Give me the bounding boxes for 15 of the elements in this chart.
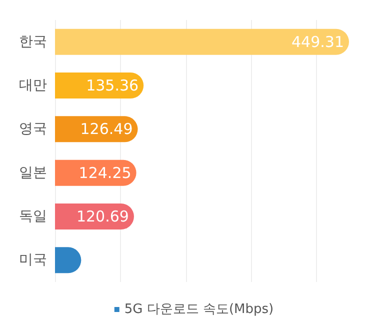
bar — [55, 72, 144, 98]
data-label: 120.69 — [76, 208, 129, 226]
y-tick-label: 일본 — [19, 164, 47, 181]
y-tick-label: 한국 — [19, 34, 47, 50]
data-label: 124.25 — [78, 164, 132, 182]
data-label: 135.36 — [86, 76, 139, 94]
y-tick-label: 영국 — [19, 121, 47, 138]
bar — [55, 160, 136, 186]
data-label: 449.31 — [292, 32, 344, 51]
data-label: 126.49 — [80, 120, 133, 138]
bar — [55, 28, 349, 55]
y-tick-label: 대만 — [19, 78, 47, 94]
legend-label: 5G 다운로드 속도(Mbps) — [124, 302, 274, 317]
y-tick-label: 미국 — [19, 252, 47, 268]
y-tick-label: 독일 — [19, 208, 47, 224]
